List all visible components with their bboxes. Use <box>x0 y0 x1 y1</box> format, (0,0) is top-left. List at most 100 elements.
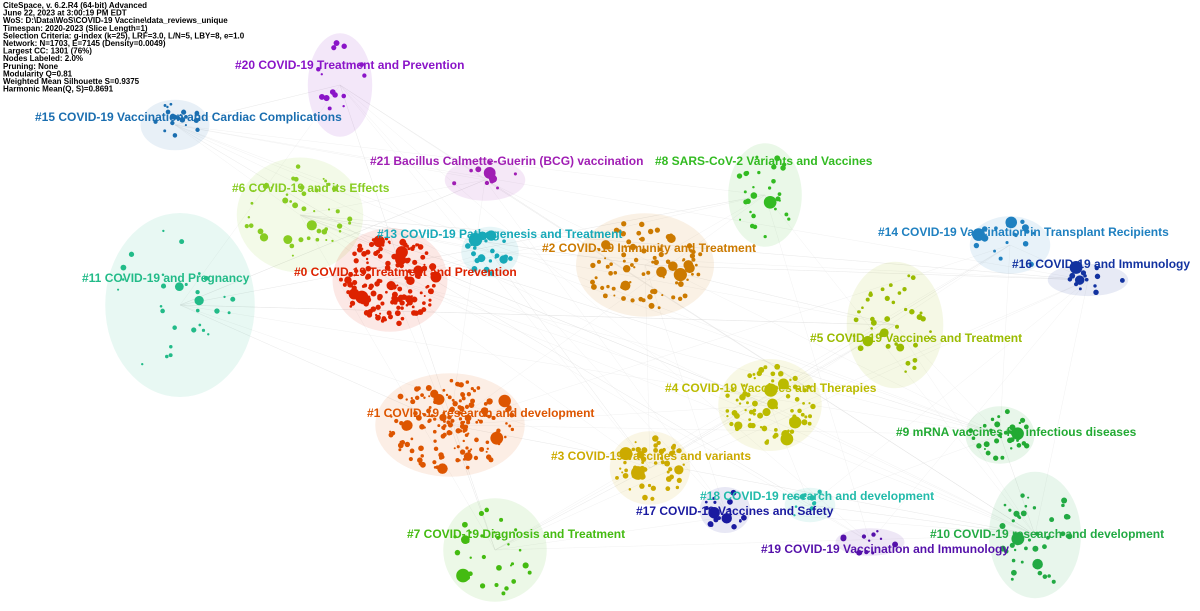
node <box>694 263 698 267</box>
node <box>467 449 471 453</box>
node <box>727 498 733 505</box>
node <box>744 408 747 412</box>
node <box>615 475 619 480</box>
node <box>365 273 372 280</box>
node <box>424 251 429 255</box>
node <box>489 179 495 184</box>
node <box>458 417 463 421</box>
cluster-label: #3 COVID-19 vaccines and variants <box>551 449 751 463</box>
node <box>460 392 465 396</box>
node <box>1080 270 1087 276</box>
node <box>989 428 993 433</box>
node <box>447 415 452 420</box>
cluster-label: #4 COVID-19 Vaccines and Therapies <box>665 381 877 395</box>
link <box>484 179 726 511</box>
node <box>894 342 898 346</box>
node <box>675 485 680 490</box>
cluster-label: #1 COVID-19 research and development <box>367 406 594 420</box>
node <box>620 230 626 237</box>
node <box>499 517 504 522</box>
node <box>622 259 626 263</box>
node <box>449 378 454 383</box>
info-line: Modularity Q=0.81 <box>3 69 73 78</box>
link <box>299 179 486 216</box>
node <box>316 67 321 72</box>
node <box>1065 514 1071 520</box>
node <box>431 283 436 288</box>
link <box>809 434 1001 506</box>
node <box>1020 510 1027 517</box>
node <box>801 419 808 426</box>
node <box>985 450 991 456</box>
node <box>691 257 696 262</box>
node <box>625 448 630 453</box>
node <box>393 300 398 305</box>
node <box>468 402 475 408</box>
node <box>282 197 289 204</box>
node <box>621 252 627 258</box>
node <box>1094 265 1099 271</box>
node <box>713 500 717 504</box>
node <box>752 412 756 416</box>
node <box>410 437 414 441</box>
node <box>495 434 499 438</box>
node <box>179 113 182 117</box>
node <box>397 393 404 400</box>
node <box>1047 574 1051 578</box>
node <box>652 255 657 260</box>
node <box>381 316 387 321</box>
node <box>496 428 501 433</box>
node <box>181 109 187 115</box>
node <box>395 254 406 266</box>
node <box>713 517 719 523</box>
node <box>433 446 439 452</box>
node <box>1027 496 1030 499</box>
node <box>169 345 173 349</box>
link <box>894 324 1036 536</box>
node <box>928 337 932 340</box>
node <box>913 342 918 348</box>
node <box>460 535 470 544</box>
node <box>153 119 158 124</box>
info-line: CiteSpace, v. 6.2.R4 (64-bit) Advanced <box>3 1 147 10</box>
node <box>624 468 628 473</box>
node <box>410 295 413 298</box>
node <box>735 398 739 402</box>
node <box>419 291 423 295</box>
node <box>401 421 412 431</box>
link <box>389 279 1036 536</box>
node <box>771 178 776 184</box>
node <box>419 461 426 468</box>
node <box>650 289 655 294</box>
node <box>428 298 432 302</box>
link <box>339 84 491 253</box>
node <box>1003 503 1007 507</box>
node <box>605 244 611 250</box>
node <box>717 516 721 520</box>
node <box>767 398 778 410</box>
node <box>793 496 796 499</box>
node <box>471 265 478 272</box>
link <box>1009 244 1089 281</box>
node <box>613 270 618 275</box>
node <box>807 414 813 419</box>
node <box>509 564 513 567</box>
node <box>387 240 391 244</box>
node <box>475 166 482 173</box>
node <box>605 264 610 269</box>
node <box>430 389 439 398</box>
node <box>751 400 758 407</box>
link <box>809 504 1036 536</box>
node <box>203 275 209 281</box>
node <box>731 524 737 530</box>
node <box>373 250 379 257</box>
node <box>658 251 664 258</box>
node <box>407 289 413 294</box>
node <box>325 238 328 242</box>
node <box>600 285 605 290</box>
node <box>672 443 677 448</box>
node <box>853 317 859 323</box>
node <box>462 439 465 443</box>
node <box>608 271 613 276</box>
node <box>426 408 431 414</box>
